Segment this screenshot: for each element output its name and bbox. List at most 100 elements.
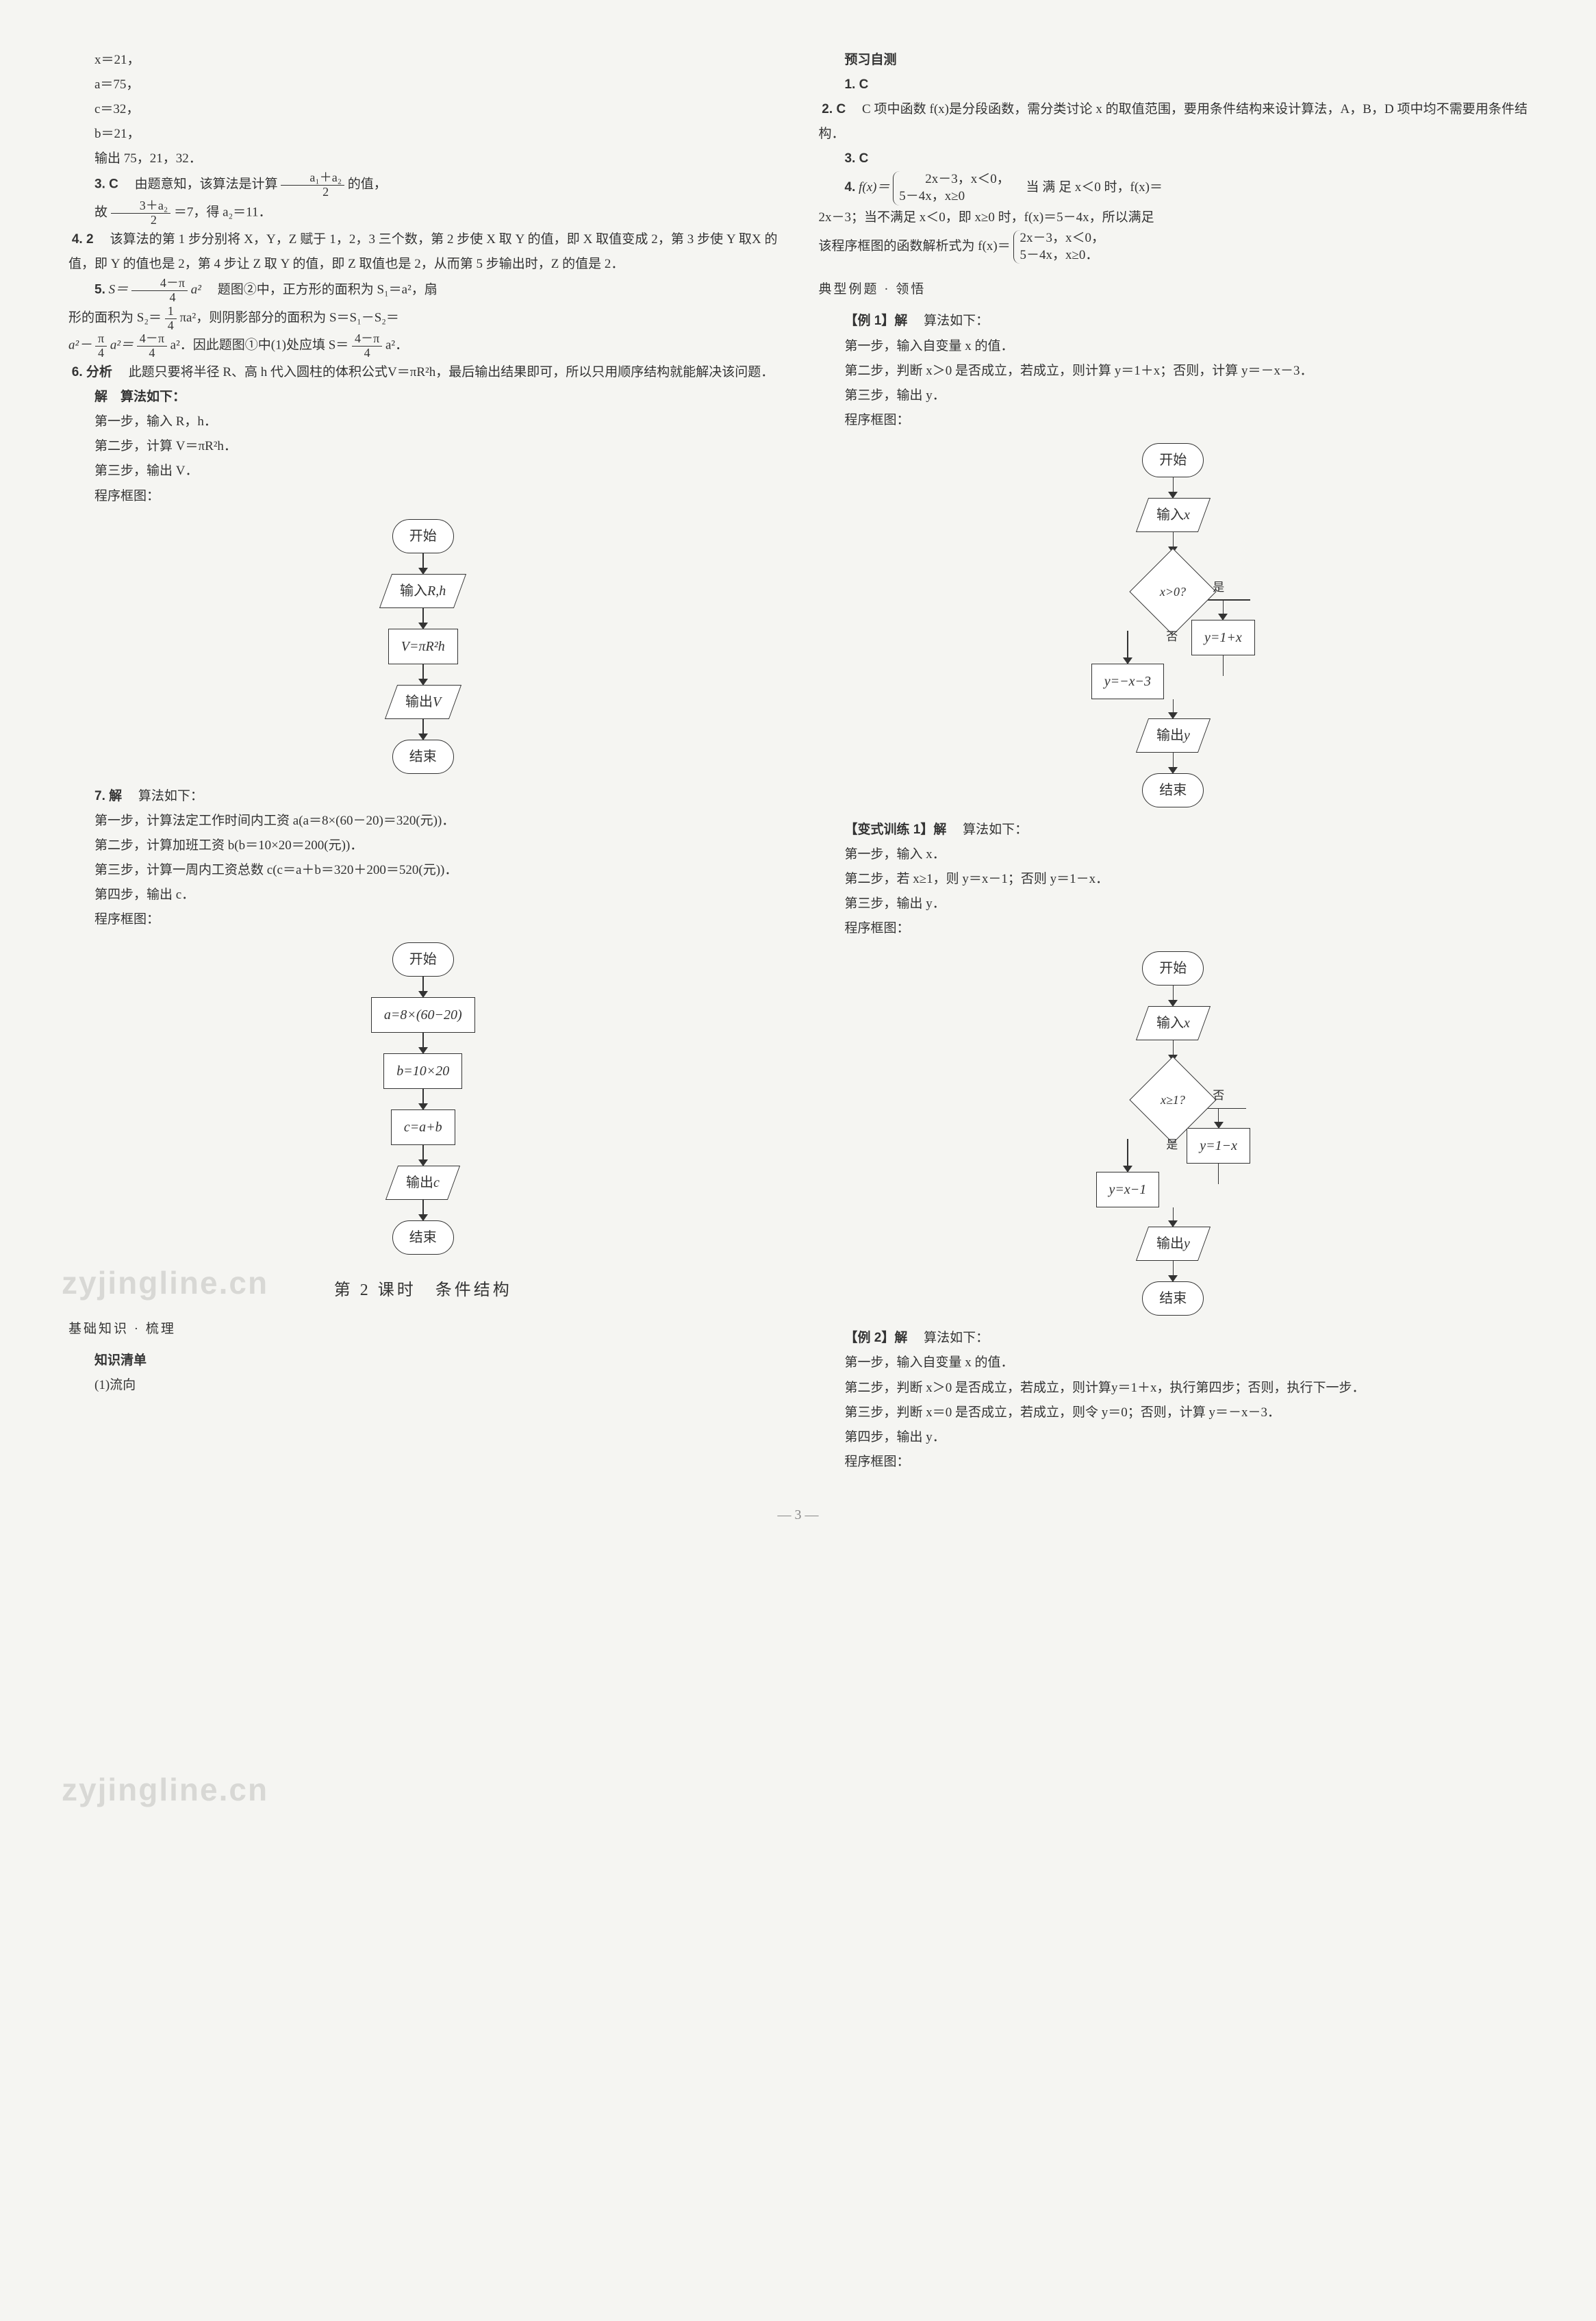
var1-s1: 第一步，输入 x． <box>819 842 1528 867</box>
var1-text: 算法如下： <box>950 823 1028 837</box>
fc1-start: 开始 <box>392 519 454 553</box>
ex1-s2: 第二步，判断 x＞0 是否成立，若成立，则计算 y＝1＋x；否则，计算 y＝－x… <box>819 359 1528 384</box>
q5-t1: 题图②中，正方形的面积为 S₁＝a²，扇 <box>205 283 438 297</box>
output-line: 输出 75，21，32． <box>68 147 778 171</box>
a4-pre: f(x)＝ <box>859 181 889 195</box>
fc1-calc: V=πR²h <box>388 629 458 664</box>
q7-text: 算法如下： <box>125 789 203 803</box>
var1-line: 【变式训练 1】解 算法如下： <box>819 818 1528 842</box>
fc3-end: 结束 <box>1142 773 1204 807</box>
right-column: 预习自测 1. C 2. C C 项中函数 f(x)是分段函数，需分类讨论 x … <box>819 48 1528 1475</box>
q7-s2: 第二步，计算加班工资 b(b＝10×20＝200(元))． <box>68 833 778 858</box>
a4-cases2: 2x－3，x＜0， 5－4x，x≥0． <box>1013 230 1104 264</box>
fc3-no: 否 <box>1166 626 1178 648</box>
fc2-start: 开始 <box>392 942 454 977</box>
fc2-output: 输出c <box>385 1166 460 1200</box>
pretest-a4-l2: 2x－3；当不满足 x＜0，即 x≥0 时，f(x)＝5－4x，所以满足 <box>819 205 1528 230</box>
q6-text: 此题只要将半径 R、高 h 代入圆柱的体积公式V＝πR²h，最后输出结果即可，所… <box>116 365 774 379</box>
a4-c3: 2x－3，x＜0， <box>1019 231 1104 245</box>
flowchart-2: 开始 a=8×(60−20) b=10×20 c=a+b 输出c 结束 <box>68 942 778 1255</box>
q5-line3: a²－ π4 a²＝ 4－π4 a²．因此题图①中(1)处应填 S＝ 4－π4 … <box>68 332 778 360</box>
fc3-no-box: y=−x−3 <box>1091 664 1164 699</box>
q5-label: 5. <box>94 283 105 297</box>
a4-l3pre: 该程序框图的函数解析式为 f(x)＝ <box>819 239 1011 253</box>
q4-label: 4. 2 <box>72 232 94 247</box>
fc3-cond-t: x>0? <box>1160 580 1186 603</box>
fc4-yes-box: y=x−1 <box>1096 1172 1160 1207</box>
q6-s4: 程序框图： <box>68 484 778 509</box>
fc2-end: 结束 <box>392 1220 454 1255</box>
fc3-cond: x>0? <box>1130 548 1217 635</box>
var1-s2: 第二步，若 x≥1，则 y＝x－1；否则 y＝1－x． <box>819 867 1528 892</box>
q5-f1: 4－π4 <box>131 277 188 305</box>
q3-line1: 3. C 由题意知，该算法是计算 a₁＋a₂2 的值， <box>68 171 778 199</box>
page-number: — 3 — <box>68 1502 1528 1528</box>
q5-t7: a²． <box>385 338 408 353</box>
a4-cases1: 2x－3，x＜0， 5－4x，x≥0 <box>893 171 1010 205</box>
q3-frac2: 3＋a₂2 <box>111 199 170 227</box>
q5-formula: S＝ <box>109 283 129 297</box>
fc3-input: 输入x <box>1136 498 1211 532</box>
eq-a: a＝75， <box>68 73 778 97</box>
fc1-output: 输出V <box>385 685 461 719</box>
fc4-yes: 是 <box>1166 1134 1178 1156</box>
ex1-s1: 第一步，输入自变量 x 的值． <box>819 334 1528 359</box>
fc3-yes: 是 <box>1213 577 1224 599</box>
fc4-cond: x≥1? <box>1130 1057 1217 1144</box>
a4-c4: 5－4x，x≥0． <box>1019 248 1098 262</box>
var1-s4: 程序框图： <box>819 916 1528 941</box>
fc4-cond-t: x≥1? <box>1161 1088 1185 1112</box>
eq-x: x＝21， <box>68 48 778 73</box>
ex2-s4: 第四步，输出 y． <box>819 1425 1528 1450</box>
eq-b: b＝21， <box>68 122 778 147</box>
a2-label: 2. C <box>822 102 846 116</box>
q5-f5: 4－π4 <box>352 332 382 360</box>
q7-s1t: 第一步，计算法定工作时间内工资 a(a＝8×(60－20)＝320(元))． <box>94 814 455 828</box>
fc4-output: 输出y <box>1136 1227 1211 1261</box>
left-column: x＝21， a＝75， c＝32， b＝21， 输出 75，21，32． 3. … <box>68 48 778 1475</box>
basics-item: (1)流向 <box>68 1373 778 1398</box>
q5-f4: 4－π4 <box>137 332 167 360</box>
fc3-start: 开始 <box>1142 443 1204 477</box>
ex2-s3: 第三步，判断 x＝0 是否成立，若成立，则令 y＝0；否则，计算 y＝－x－3． <box>819 1401 1528 1425</box>
q6-s2: 第二步，计算 V＝πR²h． <box>68 434 778 459</box>
q6-block: 6. 分析 此题只要将半径 R、高 h 代入圆柱的体积公式V＝πR²h，最后输出… <box>68 360 778 385</box>
section-2-title: 第 2 课时 条件结构 <box>68 1275 778 1307</box>
q5-t3: πa²，则阴影部分的面积为 S＝S₁－S₂＝ <box>179 310 398 325</box>
q5-t4: a²－ <box>68 338 92 353</box>
q3-pre: 由题意知，该算法是计算 <box>122 177 278 192</box>
q5-f2: 14 <box>165 305 177 333</box>
ex1-line: 【例 1】解 算法如下： <box>819 309 1528 334</box>
ex1-label: 【例 1】解 <box>845 314 908 328</box>
pretest-a4-l1: 4. f(x)＝ 2x－3，x＜0， 5－4x，x≥0 当 满 足 x＜0 时，… <box>819 171 1528 205</box>
ex2-s5: 程序框图： <box>819 1450 1528 1475</box>
fc1-input: 输入R,h <box>379 574 466 608</box>
q7-s3t: 第三步，计算一周内工资总数 c(c＝a＋b＝320＋200＝520(元))． <box>94 863 457 877</box>
pretest-a1: 1. C <box>819 73 1528 97</box>
fc2-b2: b=10×20 <box>383 1053 462 1089</box>
ex1-s3: 第三步，输出 y． <box>819 384 1528 408</box>
ex1-text: 算法如下： <box>911 314 989 328</box>
var1-s3: 第三步，输出 y． <box>819 892 1528 916</box>
q7-s3: 第三步，计算一周内工资总数 c(c＝a＋b＝320＋200＝520(元))． <box>68 858 778 883</box>
flowchart-4: 开始 输入x x≥1? 否 是 y=x−1 y=1−x <box>819 951 1528 1316</box>
q7-s1: 第一步，计算法定工作时间内工资 a(a＝8×(60－20)＝320(元))． <box>68 809 778 833</box>
ex1-s2t: 第二步，判断 x＞0 是否成立，若成立，则计算 y＝1＋x；否则，计算 y＝－x… <box>845 364 1313 378</box>
q5-f3: π4 <box>95 332 107 360</box>
ex2-s1: 第一步，输入自变量 x 的值． <box>819 1351 1528 1375</box>
q5-line2: 形的面积为 S₂＝ 14 πa²，则阴影部分的面积为 S＝S₁－S₂＝ <box>68 305 778 333</box>
q7-line: 7. 解 算法如下： <box>68 784 778 809</box>
q3-line2-post: ＝7，得 a₂＝11． <box>174 205 272 220</box>
q5-t2: 形的面积为 S₂＝ <box>68 310 162 325</box>
q6-s3: 第三步，输出 V． <box>68 459 778 484</box>
basics-h1: 基础知识 · 梳理 <box>68 1317 778 1342</box>
q3-frac1: a₁＋a₂2 <box>281 171 344 199</box>
q5-t6: a²．因此题图①中(1)处应填 S＝ <box>170 338 349 353</box>
ex2-s2: 第二步，判断 x＞0 是否成立，若成立，则计算y＝1＋x，执行第四步；否则，执行… <box>819 1376 1528 1401</box>
fc3-output: 输出y <box>1136 718 1211 753</box>
basics-h2: 知识清单 <box>68 1348 778 1373</box>
fc4-start: 开始 <box>1142 951 1204 986</box>
a4-c1: 2x－3，x＜0， <box>925 172 1010 186</box>
watermark-2: zyjingline.cn <box>62 1760 268 1820</box>
q5-line1: 5. S＝ 4－π4 a² 题图②中，正方形的面积为 S₁＝a²，扇 <box>68 277 778 305</box>
